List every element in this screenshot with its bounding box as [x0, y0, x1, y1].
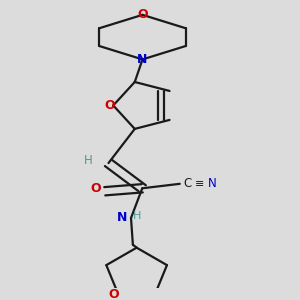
Text: N: N: [116, 212, 127, 224]
Text: H: H: [132, 212, 141, 221]
Text: O: O: [90, 182, 101, 195]
Text: C: C: [184, 177, 192, 190]
Text: N: N: [137, 53, 148, 66]
Text: H: H: [83, 154, 92, 166]
Text: O: O: [104, 99, 115, 112]
Text: O: O: [137, 8, 148, 21]
Text: N: N: [208, 177, 217, 190]
Text: ≡: ≡: [195, 179, 204, 189]
Text: O: O: [109, 288, 119, 300]
